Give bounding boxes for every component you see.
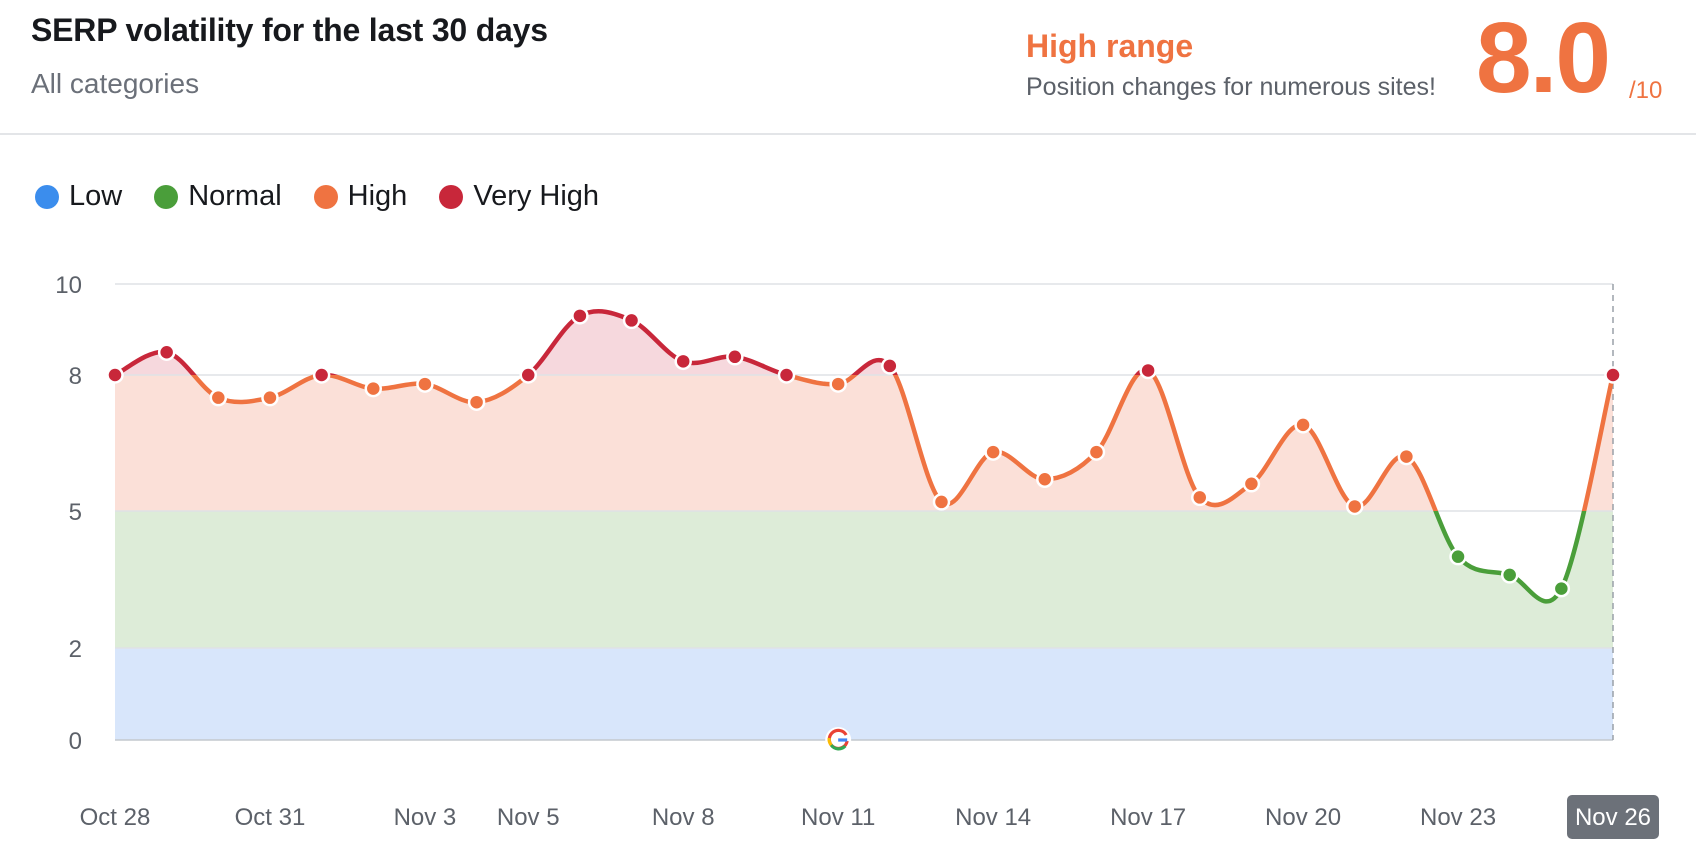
x-tick-label-oct-31: Oct 31 xyxy=(235,804,306,831)
high-band xyxy=(115,375,1613,511)
low-band xyxy=(115,648,1613,740)
data-point-nov-18[interactable] xyxy=(1191,488,1209,507)
legend-dot-normal xyxy=(154,184,179,209)
very-high-band xyxy=(115,311,1613,375)
google-icon-yellow-arc xyxy=(827,737,833,747)
legend-label-very-high: Very High xyxy=(473,180,600,212)
data-point-nov-2[interactable] xyxy=(364,379,383,398)
category-subtitle[interactable]: All categories xyxy=(31,68,200,99)
data-point-nov-16[interactable] xyxy=(1087,443,1106,461)
legend-label-normal: Normal xyxy=(188,180,282,212)
x-tick-label-nov-8: Nov 8 xyxy=(652,804,715,831)
chart-legend: Low Normal High Very High xyxy=(35,180,631,213)
data-point-nov-8[interactable] xyxy=(674,352,692,371)
data-point-nov-9[interactable] xyxy=(726,348,744,366)
data-point-nov-3[interactable] xyxy=(416,375,434,393)
google-icon-green-arc xyxy=(829,743,847,751)
data-point-nov-23[interactable] xyxy=(1449,547,1467,566)
x-tick-label-nov-23: Nov 23 xyxy=(1420,804,1496,831)
range-label: High range xyxy=(1026,28,1194,64)
x-tick-label-nov-14: Nov 14 xyxy=(955,804,1031,831)
x-tick-label-nov-26[interactable]: Nov 26 xyxy=(1575,804,1651,831)
data-point-oct-30[interactable] xyxy=(209,388,228,407)
y-tick-label-0: 0 xyxy=(69,728,82,755)
data-point-nov-21[interactable] xyxy=(1345,497,1364,516)
data-point-nov-25[interactable] xyxy=(1552,579,1571,598)
data-point-oct-29[interactable] xyxy=(157,343,176,361)
data-point-nov-17[interactable] xyxy=(1139,361,1157,380)
legend-dot-low xyxy=(35,184,59,209)
data-point-nov-1[interactable] xyxy=(312,366,331,384)
data-point-nov-20[interactable] xyxy=(1294,416,1312,434)
y-tick-label-5: 5 xyxy=(69,499,82,526)
legend-label-high: High xyxy=(347,180,408,212)
y-tick-label-10: 10 xyxy=(55,272,82,299)
data-point-nov-24[interactable] xyxy=(1500,566,1519,584)
data-point-nov-15[interactable] xyxy=(1036,470,1054,489)
legend-item-high[interactable]: High xyxy=(313,180,408,213)
volatility-score: 8.0 xyxy=(1476,2,1611,114)
chart-title: SERP volatility for the last 30 days xyxy=(31,12,548,48)
data-point-nov-19[interactable] xyxy=(1242,475,1261,493)
range-description: Position changes for numerous sites! xyxy=(1026,73,1436,101)
legend-item-low[interactable]: Low xyxy=(35,180,122,213)
selected-date-badge[interactable] xyxy=(1567,795,1659,839)
legend-item-very-high[interactable]: Very High xyxy=(439,180,599,213)
data-point-nov-14[interactable] xyxy=(984,443,1002,461)
y-tick-label-8: 8 xyxy=(69,363,82,390)
x-tick-label-oct-28: Oct 28 xyxy=(80,804,151,831)
data-point-nov-12[interactable] xyxy=(881,357,899,375)
data-point-nov-11[interactable] xyxy=(829,375,847,393)
data-point-nov-7[interactable] xyxy=(622,311,641,330)
data-point-oct-28[interactable] xyxy=(106,366,124,384)
data-point-nov-13[interactable] xyxy=(932,493,951,511)
legend-label-low: Low xyxy=(69,180,123,212)
x-tick-label-nov-5: Nov 5 xyxy=(497,804,560,831)
data-point-nov-5[interactable] xyxy=(519,366,537,384)
chart-header: SERP volatility for the last 30 days All… xyxy=(0,0,1696,135)
x-tick-label-nov-11: Nov 11 xyxy=(801,804,875,831)
data-point-oct-31[interactable] xyxy=(261,388,279,407)
data-point-nov-6[interactable] xyxy=(571,307,589,325)
data-point-nov-22[interactable] xyxy=(1397,447,1416,466)
x-tick-label-nov-3: Nov 3 xyxy=(394,804,457,831)
legend-dot-high xyxy=(313,184,338,209)
data-point-nov-10[interactable] xyxy=(777,366,796,384)
legend-dot-very-high xyxy=(439,184,464,209)
y-tick-label-2: 2 xyxy=(69,636,82,663)
volatility-score-max: /10 xyxy=(1629,77,1663,104)
data-point-nov-4[interactable] xyxy=(467,393,486,411)
normal-band xyxy=(115,511,1613,648)
data-point-nov-26[interactable] xyxy=(1604,366,1622,384)
x-tick-label-nov-20: Nov 20 xyxy=(1265,804,1341,831)
legend-item-normal[interactable]: Normal xyxy=(154,180,282,213)
x-tick-label-nov-17: Nov 17 xyxy=(1110,804,1186,831)
